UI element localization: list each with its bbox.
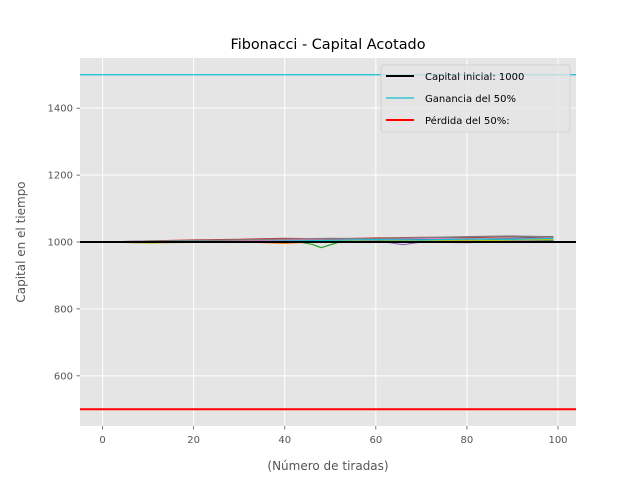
legend-label-3: Pérdida del 50%: <box>425 115 510 127</box>
y-axis-label: Capital en el tiempo <box>14 181 28 302</box>
y-tick-label: 1400 <box>48 104 73 115</box>
x-tick-label: 60 <box>369 435 382 446</box>
y-tick-label: 1000 <box>48 238 73 249</box>
y-tick-label: 1200 <box>48 171 73 182</box>
legend-box <box>380 64 571 133</box>
x-axis-label: (Número de tiradas) <box>267 459 388 473</box>
x-tick-label: 40 <box>278 435 291 446</box>
legend-label-1: Capital inicial: 1000 <box>425 72 524 83</box>
x-tick-label: 20 <box>187 435 200 446</box>
legend-label-2: Ganancia del 50% <box>425 94 516 105</box>
y-tick-label: 600 <box>54 371 73 382</box>
x-tick-label: 100 <box>548 435 567 446</box>
chart-title: Fibonacci - Capital Acotado <box>230 37 425 53</box>
series-line-8 <box>102 235 554 243</box>
legend: Capital inicial: 1000 Ganancia del 50% Pér… <box>380 64 571 133</box>
y-axis: 600 800 1000 1200 1400 <box>48 104 80 382</box>
x-axis: 0 20 40 60 80 100 <box>99 426 568 446</box>
x-tick-label: 0 <box>99 435 105 446</box>
y-tick-label: 800 <box>54 304 73 315</box>
x-tick-label: 80 <box>461 435 474 446</box>
